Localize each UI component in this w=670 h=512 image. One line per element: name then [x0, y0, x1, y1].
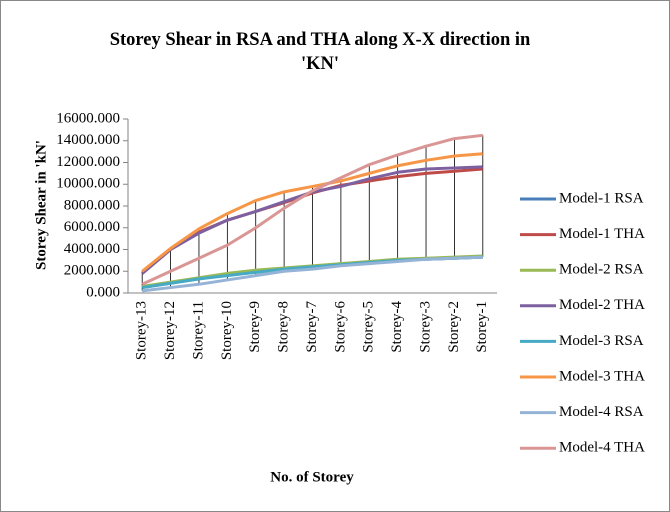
y-tick-label: 4000.000	[64, 241, 120, 257]
y-tick-label: 2000.000	[64, 263, 120, 279]
y-tick-label: 6000.000	[64, 219, 120, 235]
x-tick-label: Storey-9	[247, 301, 263, 353]
x-tick-label: Storey-5	[361, 301, 377, 353]
x-tick-label: Storey-13	[134, 301, 150, 360]
chart-title: Storey Shear in RSA and THA along X-X di…	[109, 30, 531, 74]
x-tick-label: Storey-11	[190, 301, 206, 360]
legend-label: Model-3 RSA	[559, 333, 644, 349]
x-axis-label: No. of Storey	[270, 469, 354, 485]
series-line	[142, 255, 483, 293]
x-tick-label: Storey-2	[446, 301, 462, 353]
x-tick-label: Storey-6	[332, 301, 348, 353]
x-tick-label: Storey-4	[389, 301, 405, 353]
y-tick-label: 16000.000	[56, 110, 120, 126]
legend-label: Model-4 RSA	[559, 404, 644, 420]
y-tick-label: 0.000	[86, 284, 120, 300]
legend-label: Model-2 RSA	[559, 262, 644, 278]
x-tick-label: Storey-7	[304, 301, 320, 353]
x-tick-label: Storey-8	[276, 301, 292, 353]
series-line	[141, 133, 483, 286]
legend-label: Model-1 RSA	[559, 190, 644, 206]
y-tick-label: 12000.000	[56, 154, 120, 170]
legend-label: Model-2 THA	[559, 297, 645, 313]
y-tick-label: 8000.000	[64, 197, 120, 213]
legend-label: Model-1 THA	[559, 226, 645, 242]
y-tick-label: 14000.000	[56, 132, 120, 148]
series-line	[141, 152, 483, 273]
legend-label: Model-4 THA	[559, 440, 645, 456]
x-tick-label: Storey-10	[219, 301, 235, 360]
x-tick-label: Storey-1	[474, 301, 490, 353]
legend-label: Model-3 THA	[559, 368, 645, 384]
y-tick-label: 10000.000	[56, 176, 120, 192]
y-axis-label: Storey Shear in 'kN'	[33, 140, 49, 270]
x-tick-label: Storey-12	[162, 301, 178, 360]
x-tick-label: Storey-3	[417, 301, 433, 353]
